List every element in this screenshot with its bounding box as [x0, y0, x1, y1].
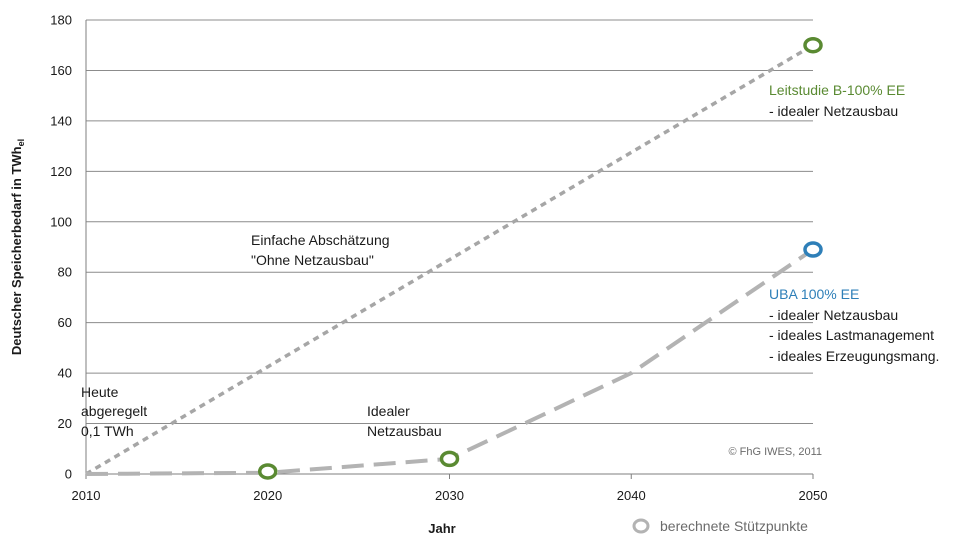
- annotation-leitstudie-item: - idealer Netzausbau: [769, 103, 898, 119]
- y-tick-label: 60: [58, 315, 72, 330]
- series-line-2: [85, 247, 815, 476]
- data-point-marker: [803, 36, 823, 54]
- y-tick-label: 100: [50, 214, 72, 229]
- annotation-leitstudie: Leitstudie B-100% EE - idealer Netzausba…: [769, 82, 905, 119]
- annotation-uba-item: - ideales Lastmanagement: [769, 327, 934, 343]
- annotation-heute-line: Heute: [81, 384, 119, 400]
- annotation-heute-line: 0,1 TWh: [81, 423, 134, 439]
- x-tick-label: 2050: [799, 488, 828, 503]
- copyright-note: © FhG IWES, 2011: [729, 446, 823, 458]
- x-tick-label: 2040: [617, 488, 646, 503]
- series-lines: [85, 43, 815, 476]
- x-tick-label: 2020: [253, 488, 282, 503]
- annotation-idealer-netzausbau: Idealer Netzausbau: [367, 403, 442, 439]
- legend-label: berechnete Stützpunkte: [660, 518, 808, 534]
- y-tick-label: 80: [58, 265, 72, 280]
- y-axis-title-text: Deutscher Speicherbedarf in TWh: [9, 146, 24, 355]
- annotation-idealer-line: Netzausbau: [367, 423, 442, 439]
- y-tick-label: 120: [50, 164, 72, 179]
- x-tick-label: 2010: [72, 488, 101, 503]
- y-tick-label: 140: [50, 113, 72, 128]
- legend: berechnete Stützpunkte: [632, 518, 808, 534]
- data-markers: [258, 36, 823, 480]
- legend-marker-icon: [632, 518, 650, 534]
- y-tick-label: 20: [58, 416, 72, 431]
- annotation-heute-line: abgeregelt: [81, 403, 147, 419]
- annotation-einfache-abschaetzung: Einfache Abschätzung "Ohne Netzausbau": [251, 232, 390, 268]
- data-point-marker: [258, 463, 278, 480]
- grid-lines: [86, 19, 813, 425]
- annotation-heute: Heute abgeregelt 0,1 TWh: [81, 384, 147, 439]
- y-axis-title-subscript: el: [16, 139, 26, 147]
- y-tick-label: 160: [50, 63, 72, 78]
- y-tick-label: 180: [50, 13, 72, 28]
- annotation-einfache-line: "Ohne Netzausbau": [251, 252, 374, 268]
- x-tick-label: 2030: [435, 488, 464, 503]
- y-tick-label: 40: [58, 366, 72, 381]
- series-line-1: [85, 43, 814, 476]
- annotation-leitstudie-title: Leitstudie B-100% EE: [769, 82, 905, 98]
- y-tick-label: 0: [65, 467, 72, 482]
- x-axis-title: Jahr: [428, 521, 455, 536]
- annotation-uba-title: UBA 100% EE: [769, 286, 859, 302]
- y-axis-ticks: 0 20 40 60 80 100 120 140 160 180: [50, 13, 72, 482]
- annotation-uba-item: - ideales Erzeugungsmang.: [769, 348, 939, 364]
- data-point-marker: [803, 241, 823, 258]
- x-axis-ticks: 2010 2020 2030 2040 2050: [72, 474, 828, 503]
- annotation-uba: UBA 100% EE - idealer Netzausbau - ideal…: [769, 286, 939, 364]
- y-axis-title: Deutscher Speicherbedarf in TWhel: [9, 139, 26, 355]
- annotation-uba-item: - idealer Netzausbau: [769, 307, 898, 323]
- annotation-idealer-line: Idealer: [367, 403, 410, 419]
- annotation-einfache-line: Einfache Abschätzung: [251, 232, 390, 248]
- data-point-marker: [439, 450, 460, 468]
